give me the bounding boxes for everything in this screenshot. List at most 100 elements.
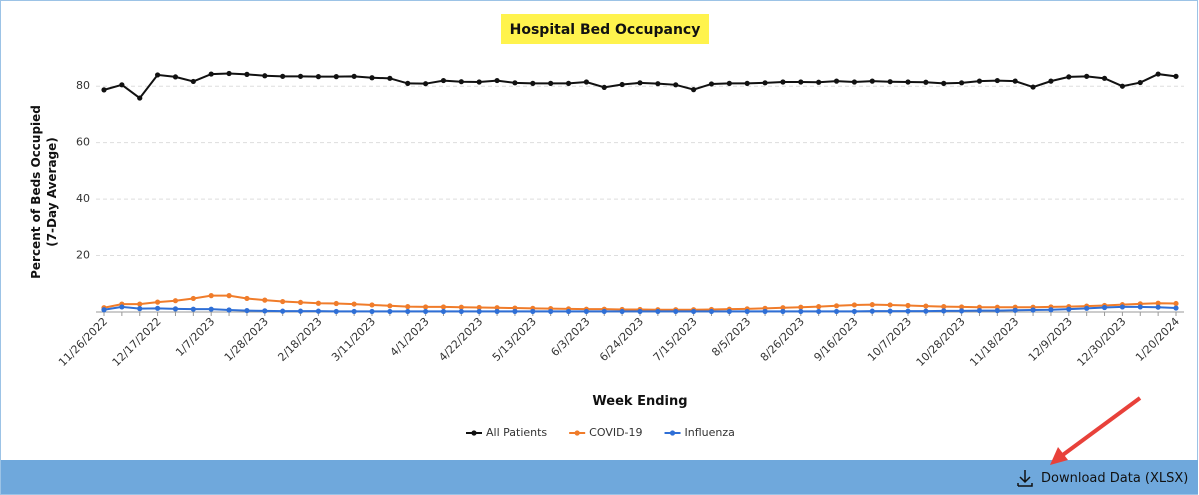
point: [923, 303, 929, 309]
point: [905, 79, 911, 85]
point: [280, 298, 286, 305]
point: [816, 79, 822, 85]
point: [494, 308, 500, 315]
point: [1084, 73, 1090, 79]
point: [959, 308, 965, 314]
point: [369, 75, 375, 81]
point: [905, 308, 911, 314]
legend-label: Influenza: [685, 426, 735, 439]
point: [315, 74, 321, 80]
point: [941, 304, 947, 310]
point: [1012, 307, 1018, 313]
point: [1119, 304, 1125, 310]
point: [423, 81, 429, 87]
point: [976, 307, 983, 314]
point: [190, 295, 196, 302]
download-button[interactable]: Download Data (XLSX): [1017, 470, 1188, 487]
point: [655, 81, 661, 87]
y-tick-label: 40: [76, 192, 90, 205]
point: [208, 71, 214, 77]
point: [119, 304, 125, 310]
point: [1101, 304, 1108, 311]
point: [744, 80, 750, 86]
point: [405, 80, 411, 86]
point: [726, 308, 732, 315]
point: [708, 308, 715, 315]
legend-item: Influenza: [664, 426, 735, 439]
point: [512, 308, 518, 315]
chart-title: Hospital Bed Occupancy: [510, 22, 701, 38]
point: [137, 301, 143, 307]
point: [780, 79, 786, 85]
point: [1066, 74, 1072, 80]
point: [1137, 304, 1143, 310]
point: [851, 79, 858, 85]
point: [494, 305, 500, 311]
point: [155, 299, 161, 305]
arrow-annotation: [1050, 396, 1142, 465]
download-icon: [1017, 470, 1033, 487]
point: [208, 306, 214, 312]
point: [155, 72, 161, 78]
point: [494, 77, 500, 84]
point: [297, 73, 304, 79]
point: [869, 308, 875, 314]
point: [798, 79, 804, 85]
y-tick-label: 20: [76, 249, 90, 262]
point: [387, 308, 393, 315]
point: [512, 80, 518, 86]
legend-label: All Patients: [486, 426, 547, 439]
point: [190, 78, 196, 85]
series: [101, 304, 1179, 315]
point: [244, 307, 250, 314]
point: [976, 78, 983, 84]
y-axis-label: (7-Day Average): [45, 137, 59, 247]
point: [619, 81, 625, 88]
download-label[interactable]: Download Data (XLSX): [1041, 471, 1188, 486]
point: [869, 78, 875, 84]
point: [369, 308, 375, 315]
point: [262, 297, 268, 303]
point: [387, 303, 393, 309]
point: [619, 308, 625, 315]
point: [458, 304, 464, 310]
point: [833, 303, 840, 309]
point: [583, 308, 590, 315]
point: [994, 77, 1000, 84]
legend-item: COVID-19: [569, 426, 643, 439]
point: [405, 308, 411, 315]
point: [297, 308, 304, 314]
download-bar: [1, 460, 1198, 494]
point: [226, 70, 232, 77]
legend-item: All Patients: [466, 426, 547, 439]
point: [851, 302, 858, 308]
point: [1012, 78, 1018, 84]
point: [548, 308, 554, 315]
point: [601, 308, 607, 315]
point: [923, 308, 929, 314]
point: [262, 308, 268, 314]
point: [297, 299, 304, 306]
point: [548, 80, 554, 86]
point: [530, 308, 536, 315]
point: [1173, 305, 1179, 311]
point: [565, 80, 572, 86]
point: [887, 79, 893, 85]
point: [458, 308, 464, 315]
legend-marker: [471, 430, 477, 436]
point: [280, 308, 286, 314]
point: [780, 308, 786, 315]
y-tick-label: 80: [76, 79, 90, 92]
point: [315, 308, 321, 314]
series: [101, 70, 1179, 101]
point: [137, 95, 143, 101]
point: [708, 81, 715, 87]
point: [172, 306, 179, 312]
point: [691, 87, 697, 93]
point: [673, 82, 679, 88]
point: [780, 305, 786, 311]
y-axis-label: Percent of Beds Occupied: [29, 105, 43, 279]
point: [476, 304, 482, 311]
point: [137, 306, 143, 312]
